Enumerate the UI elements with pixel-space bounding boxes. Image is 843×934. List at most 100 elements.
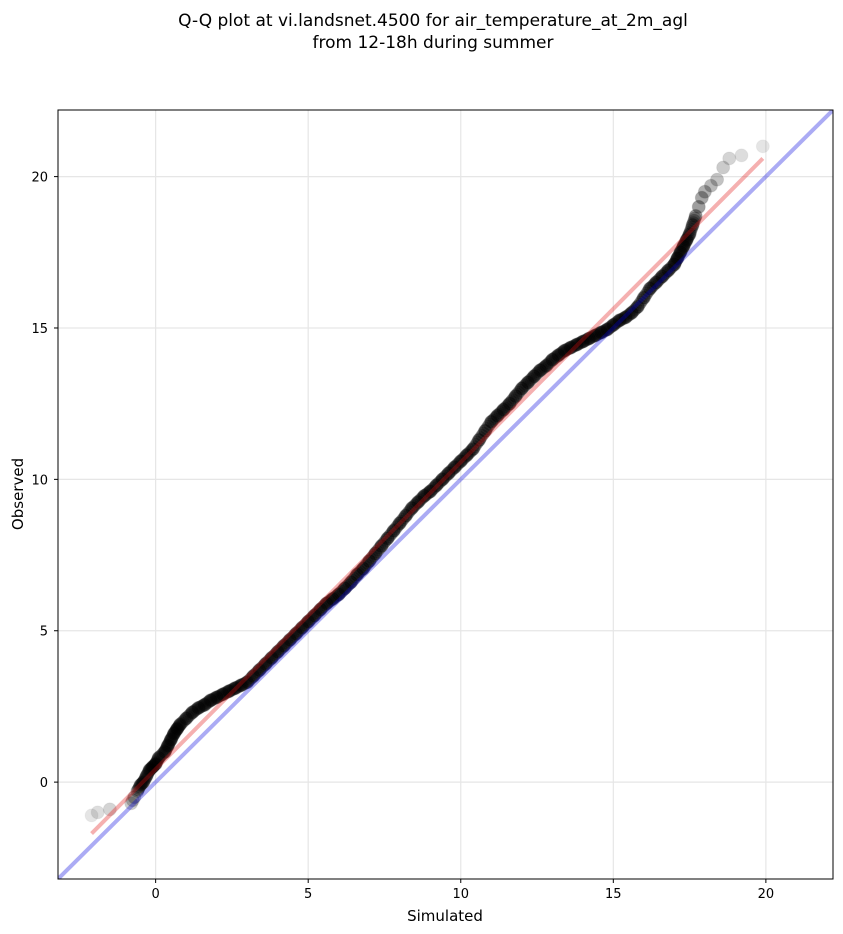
data-point — [609, 316, 623, 330]
data-point — [298, 618, 312, 632]
data-point — [410, 497, 424, 511]
data-point — [434, 474, 448, 488]
data-point — [255, 660, 269, 674]
data-point — [133, 780, 147, 794]
data-point — [675, 242, 689, 256]
data-point — [669, 254, 683, 268]
data-point — [475, 428, 489, 442]
data-point — [306, 610, 320, 624]
data-point — [648, 277, 662, 291]
data-point — [420, 487, 434, 501]
plot-frame — [57, 109, 834, 880]
data-point — [353, 565, 367, 579]
data-point — [348, 570, 362, 584]
data-point — [629, 301, 643, 315]
data-point — [414, 492, 428, 506]
data-point — [239, 676, 253, 690]
data-point — [223, 684, 237, 698]
data-point — [734, 148, 749, 163]
data-point — [145, 761, 159, 775]
data-point — [525, 371, 539, 385]
data-point — [297, 619, 311, 633]
data-point — [644, 280, 658, 294]
data-point — [284, 631, 298, 645]
data-point — [316, 600, 330, 614]
data-point — [419, 488, 433, 502]
data-point — [153, 749, 167, 763]
data-point — [166, 728, 180, 742]
data-point — [286, 630, 300, 644]
data-point — [249, 666, 263, 680]
data-point — [562, 341, 576, 355]
data-point — [522, 374, 536, 388]
data-point — [176, 715, 190, 729]
data-point — [516, 380, 530, 394]
data-point — [274, 642, 288, 656]
data-point — [187, 704, 201, 718]
grid-lines — [58, 110, 833, 879]
data-point — [225, 683, 239, 697]
data-point — [139, 769, 154, 784]
data-point — [565, 340, 579, 354]
data-point — [292, 624, 306, 638]
data-point — [530, 366, 544, 380]
data-point — [673, 247, 687, 261]
data-point — [151, 752, 165, 766]
data-point — [294, 622, 308, 636]
data-point — [458, 450, 472, 464]
data-point — [640, 286, 654, 300]
data-point — [102, 802, 117, 817]
data-point — [329, 590, 343, 604]
fit-line — [90, 157, 765, 835]
data-point — [577, 334, 591, 348]
data-point — [553, 347, 567, 361]
data-point — [150, 754, 164, 768]
data-point — [182, 709, 196, 723]
data-point — [755, 139, 770, 154]
data-point — [371, 543, 385, 557]
y-axis-ticks: 0 5 10 15 20 — [31, 171, 58, 791]
data-point — [554, 346, 568, 360]
data-point — [281, 634, 295, 648]
data-point — [291, 625, 305, 639]
data-point — [664, 260, 678, 274]
data-point — [134, 777, 148, 791]
data-point — [605, 319, 619, 333]
data-point — [365, 550, 379, 564]
data-point — [193, 700, 207, 714]
data-point — [676, 241, 690, 255]
y-tick-label: 20 — [31, 171, 48, 186]
data-point — [425, 483, 439, 497]
data-point — [568, 338, 582, 352]
data-point — [169, 723, 183, 737]
data-point — [217, 687, 231, 701]
data-point — [330, 589, 344, 603]
data-point — [688, 208, 703, 223]
data-point — [146, 759, 160, 773]
data-point — [632, 298, 646, 312]
data-point — [677, 238, 691, 252]
y-tick-label: 5 — [40, 625, 48, 640]
data-point — [498, 401, 512, 415]
data-point — [674, 244, 688, 258]
data-point — [602, 321, 616, 335]
data-point — [136, 775, 151, 790]
data-point — [309, 607, 323, 621]
data-point — [455, 453, 469, 467]
data-point — [333, 586, 347, 600]
data-point — [445, 463, 459, 477]
data-point — [611, 315, 625, 329]
data-point — [408, 498, 422, 512]
y-tick-label: 10 — [31, 473, 48, 488]
data-point — [535, 362, 549, 376]
data-point — [384, 528, 398, 542]
data-point — [159, 743, 173, 757]
data-point — [300, 616, 314, 630]
data-point — [556, 345, 570, 359]
data-point — [135, 777, 149, 791]
data-point — [364, 552, 378, 566]
data-point — [385, 526, 399, 540]
data-point — [559, 343, 573, 357]
identity-line — [58, 110, 833, 879]
